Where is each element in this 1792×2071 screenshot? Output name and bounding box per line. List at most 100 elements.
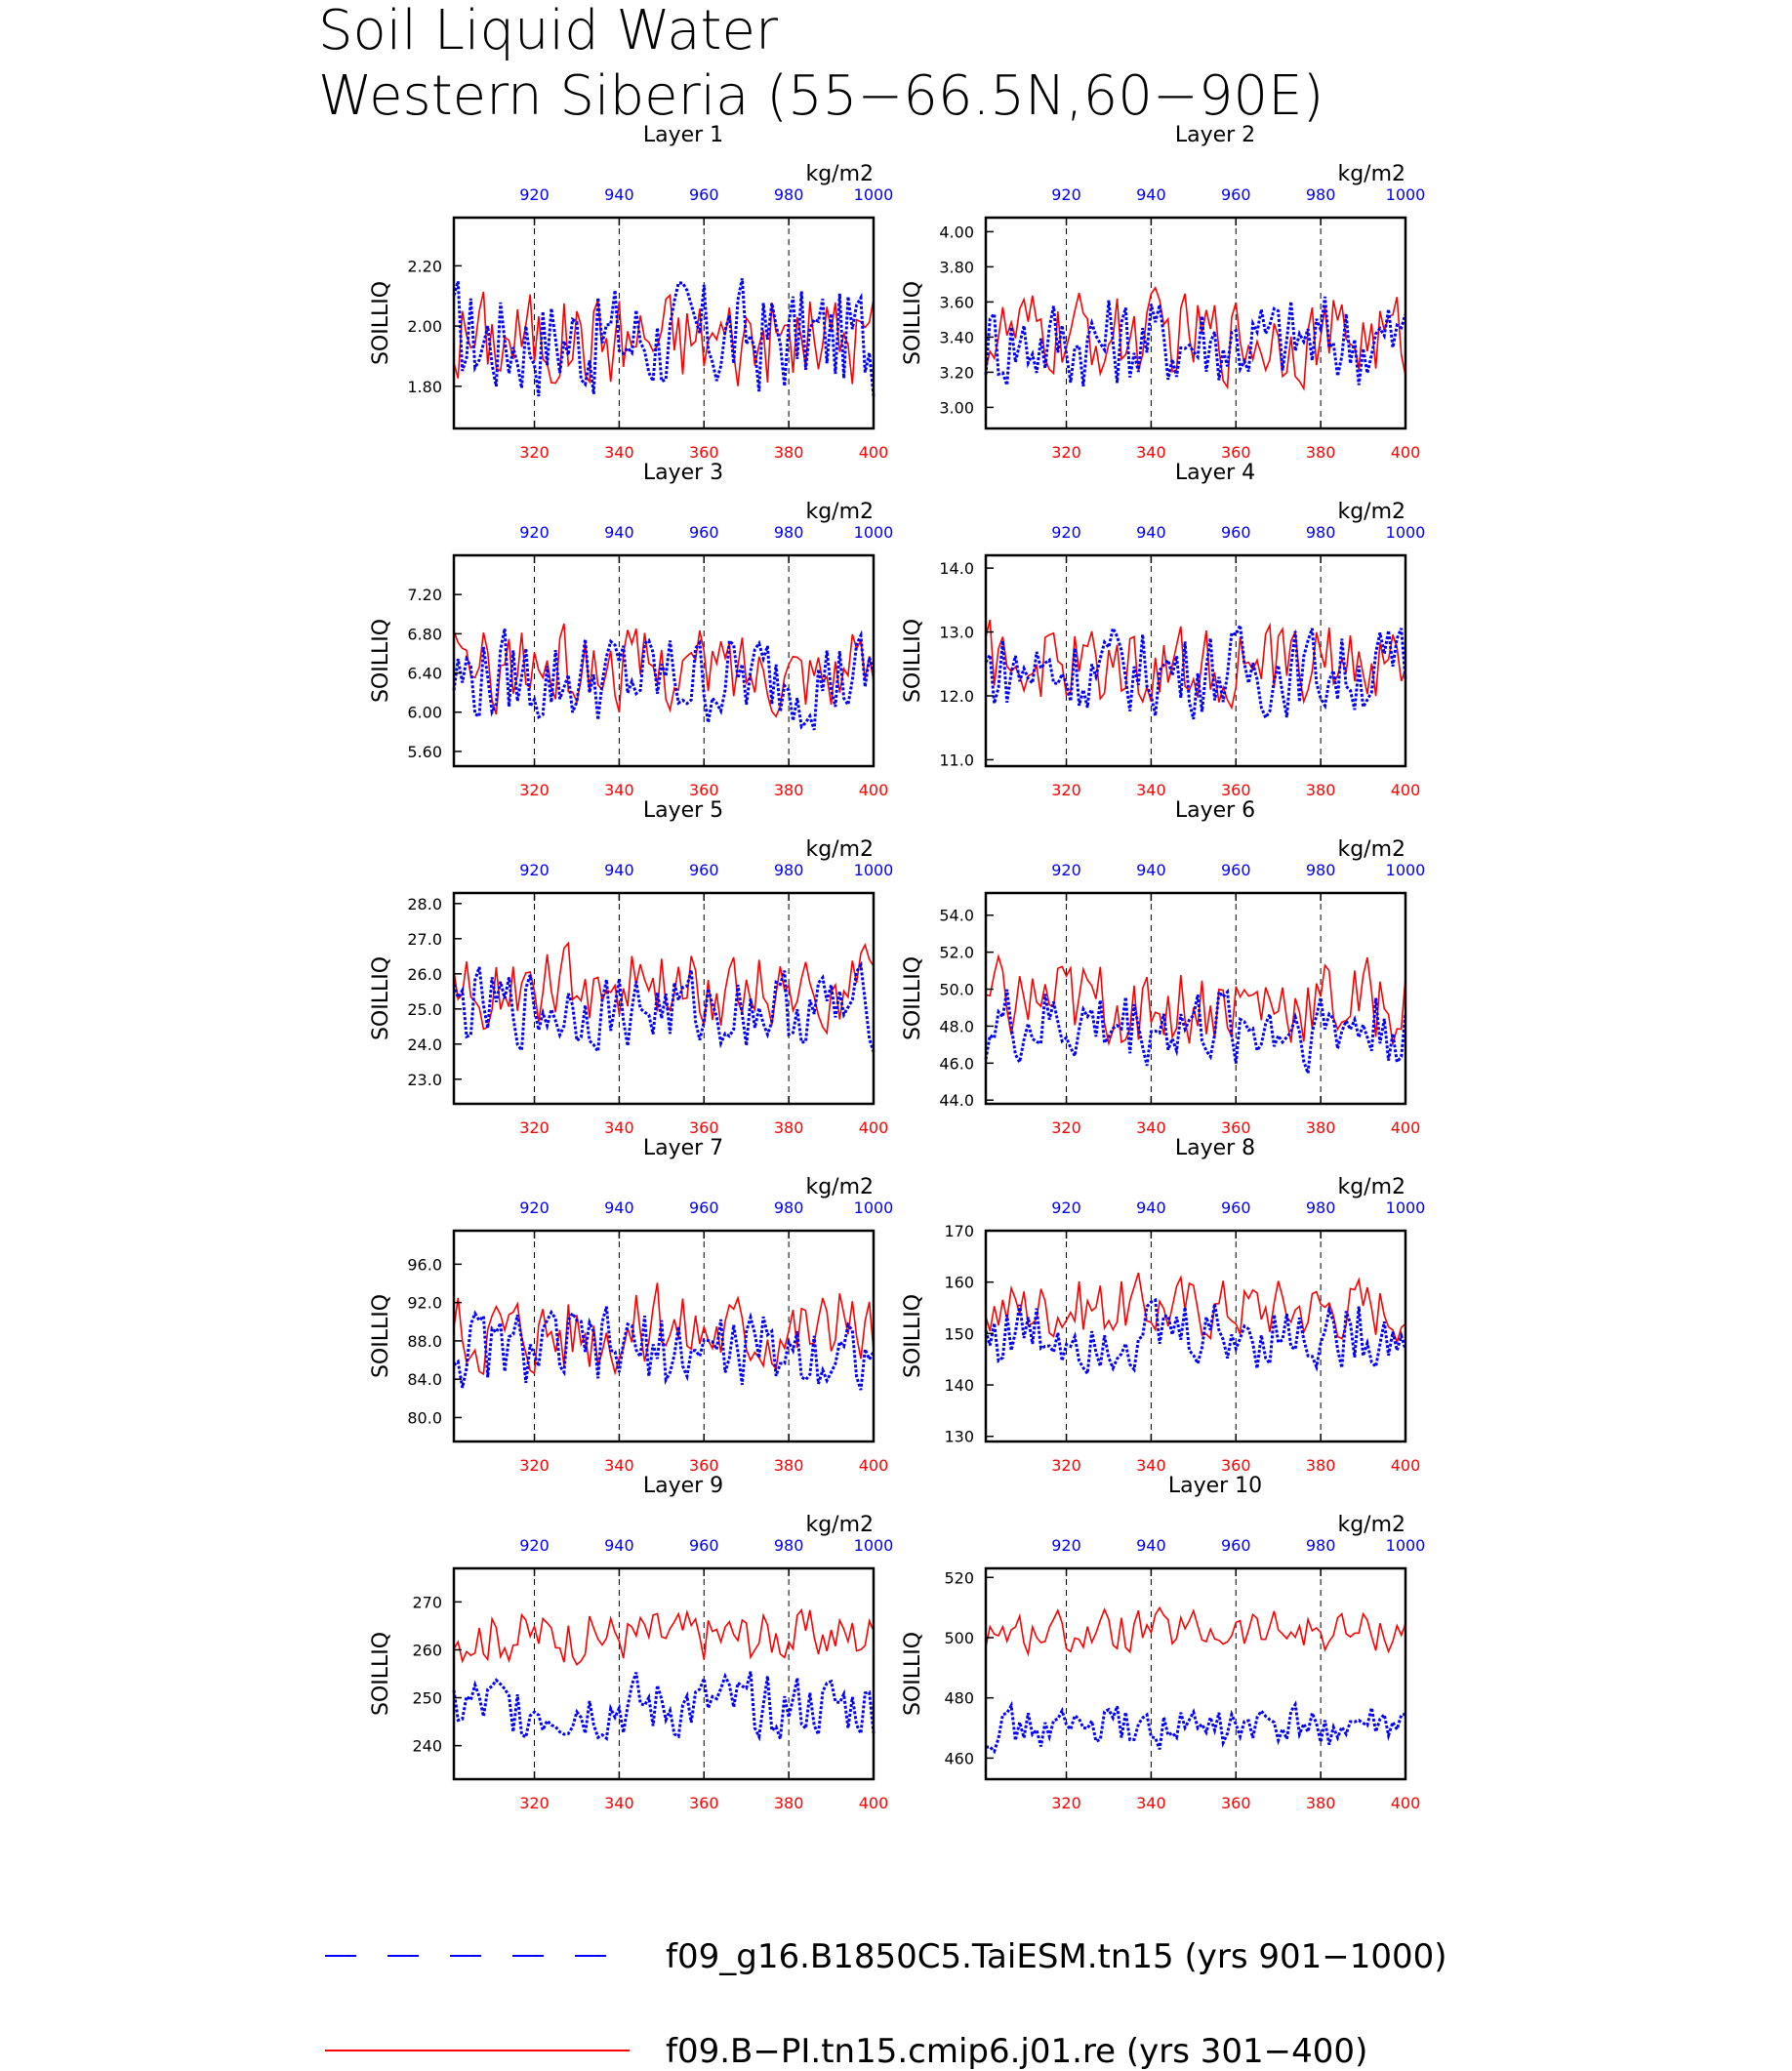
- y-tick-label: 46.0: [939, 1054, 974, 1073]
- x-bottom-tick-label: 340: [604, 1794, 634, 1812]
- x-top-tick-label: 960: [689, 523, 719, 542]
- x-bottom-tick-label: 360: [1221, 1456, 1251, 1475]
- x-top-tick-label: 960: [1221, 861, 1251, 879]
- plot-frame: [452, 1566, 876, 1781]
- plot-frame: [452, 553, 876, 768]
- x-bottom-tick-label: 380: [774, 1118, 804, 1137]
- units-label: kg/m2: [1337, 1513, 1405, 1537]
- x-bottom-tick-label: 360: [689, 1794, 719, 1812]
- series-line-cmip6: [985, 1605, 1406, 1657]
- x-bottom-tick-label: 340: [1136, 1118, 1166, 1137]
- y-tick-label: 5.60: [407, 743, 442, 761]
- panel-title: Layer 6: [1175, 798, 1255, 823]
- panel-layer-1: Layer 1 kg/m2 SOILLIQ 1.80 2.00 2.20 320 340 360…: [369, 123, 893, 462]
- x-bottom-tick-label: 400: [859, 443, 889, 462]
- y-tick-label: 3.60: [939, 293, 974, 311]
- y-axis-label: SOILLIQ: [369, 1632, 393, 1716]
- x-top-tick-label: 940: [604, 1198, 634, 1217]
- series-line-taiesm: [984, 988, 1407, 1075]
- x-bottom-tick-label: 320: [1051, 443, 1081, 462]
- series-line-taiesm: [984, 296, 1407, 387]
- x-top-tick-label: 940: [1136, 1536, 1166, 1555]
- x-top-tick-label: 1000: [1386, 861, 1426, 879]
- y-tick-label: 14.0: [939, 559, 974, 578]
- y-tick-label: 140: [944, 1376, 974, 1395]
- x-top-tick-label: 1000: [1386, 1536, 1426, 1555]
- y-tick-label: 500: [944, 1629, 974, 1647]
- y-tick-label: 48.0: [939, 1017, 974, 1036]
- x-top-tick-label: 920: [519, 861, 550, 879]
- x-top-tick-label: 920: [1051, 1536, 1081, 1555]
- y-tick-label: 50.0: [939, 981, 974, 999]
- y-tick-label: 11.0: [939, 751, 974, 769]
- chart-title-line2: Western Siberia (55−66.5N,60−90E): [318, 64, 1324, 128]
- y-tick-label: 240: [412, 1737, 442, 1756]
- plot-frame: [984, 891, 1407, 1106]
- x-bottom-tick-label: 400: [859, 1456, 889, 1475]
- y-tick-label: 44.0: [939, 1091, 974, 1110]
- x-bottom-tick-label: 400: [859, 1118, 889, 1137]
- y-tick-label: 160: [944, 1274, 974, 1292]
- plot-frame: [452, 1229, 876, 1443]
- panel-title: Layer 7: [643, 1136, 723, 1160]
- x-top-tick-label: 940: [604, 185, 634, 204]
- y-axis-label: SOILLIQ: [369, 619, 393, 703]
- x-bottom-tick-label: 340: [604, 1456, 634, 1475]
- y-tick-label: 80.0: [407, 1408, 442, 1427]
- y-tick-label: 130: [944, 1428, 974, 1446]
- x-bottom-tick-label: 360: [1221, 1794, 1251, 1812]
- x-top-tick-label: 1000: [854, 1536, 894, 1555]
- x-bottom-tick-label: 320: [1051, 1456, 1081, 1475]
- x-bottom-tick-label: 380: [1306, 443, 1336, 462]
- y-axis-label: SOILLIQ: [901, 619, 925, 703]
- x-bottom-tick-label: 320: [519, 1456, 550, 1475]
- x-bottom-tick-label: 380: [774, 443, 804, 462]
- x-top-tick-label: 1000: [1386, 523, 1426, 542]
- x-bottom-tick-label: 340: [604, 1118, 634, 1137]
- x-bottom-tick-label: 320: [519, 1118, 550, 1137]
- x-top-tick-label: 920: [1051, 523, 1081, 542]
- series-line-taiesm: [984, 1297, 1407, 1378]
- y-tick-label: 2.20: [407, 257, 442, 275]
- y-tick-label: 23.0: [407, 1071, 442, 1089]
- legend: f09_g16.B1850C5.TaiESM.tn15 (yrs 901−100…: [325, 1937, 1447, 2071]
- x-top-tick-label: 920: [519, 185, 550, 204]
- x-top-tick-label: 980: [774, 861, 804, 879]
- series-line-taiesm: [452, 278, 876, 397]
- panel-layer-3: Layer 3 kg/m2 SOILLIQ 5.60 6.00 6.40 6.80 7.20 3…: [369, 461, 893, 799]
- series-line-cmip6: [453, 1607, 875, 1666]
- y-tick-label: 2.00: [407, 317, 442, 336]
- x-bottom-tick-label: 380: [1306, 1456, 1336, 1475]
- x-top-tick-label: 980: [774, 185, 804, 204]
- x-top-tick-label: 980: [1306, 185, 1336, 204]
- series-line-taiesm: [452, 1671, 876, 1742]
- x-bottom-tick-label: 360: [689, 1456, 719, 1475]
- series-line-cmip6: [985, 954, 1406, 1047]
- x-top-tick-label: 920: [1051, 1198, 1081, 1217]
- x-top-tick-label: 960: [689, 185, 719, 204]
- y-tick-label: 52.0: [939, 944, 974, 962]
- x-top-tick-label: 1000: [854, 185, 894, 204]
- panel-title: Layer 8: [1175, 1136, 1255, 1160]
- y-axis-label: SOILLIQ: [369, 281, 393, 365]
- panel-title: Layer 3: [643, 461, 723, 485]
- units-label: kg/m2: [1337, 500, 1405, 524]
- y-axis-label: SOILLIQ: [369, 956, 393, 1040]
- series-line-cmip6: [453, 291, 875, 386]
- x-bottom-tick-label: 340: [604, 781, 634, 799]
- x-top-tick-label: 1000: [854, 523, 894, 542]
- x-top-tick-label: 920: [1051, 861, 1081, 879]
- x-bottom-tick-label: 340: [1136, 1794, 1166, 1812]
- panel-title: Layer 10: [1168, 1474, 1262, 1498]
- x-bottom-tick-label: 320: [1051, 1794, 1081, 1812]
- y-tick-label: 170: [944, 1222, 974, 1240]
- x-top-tick-label: 1000: [854, 861, 894, 879]
- panel-layer-10: Layer 10 kg/m2 SOILLIQ 460 480 500 520 320 340 36…: [901, 1474, 1425, 1812]
- panels: Layer 1 kg/m2 SOILLIQ 1.80 2.00 2.20 320 340 360…: [369, 123, 1425, 1812]
- x-bottom-tick-label: 360: [1221, 781, 1251, 799]
- plot-frame: [452, 216, 876, 430]
- y-tick-label: 250: [412, 1689, 442, 1708]
- y-tick-label: 24.0: [407, 1036, 442, 1054]
- x-top-tick-label: 940: [604, 1536, 634, 1555]
- units-label: kg/m2: [1337, 1175, 1405, 1199]
